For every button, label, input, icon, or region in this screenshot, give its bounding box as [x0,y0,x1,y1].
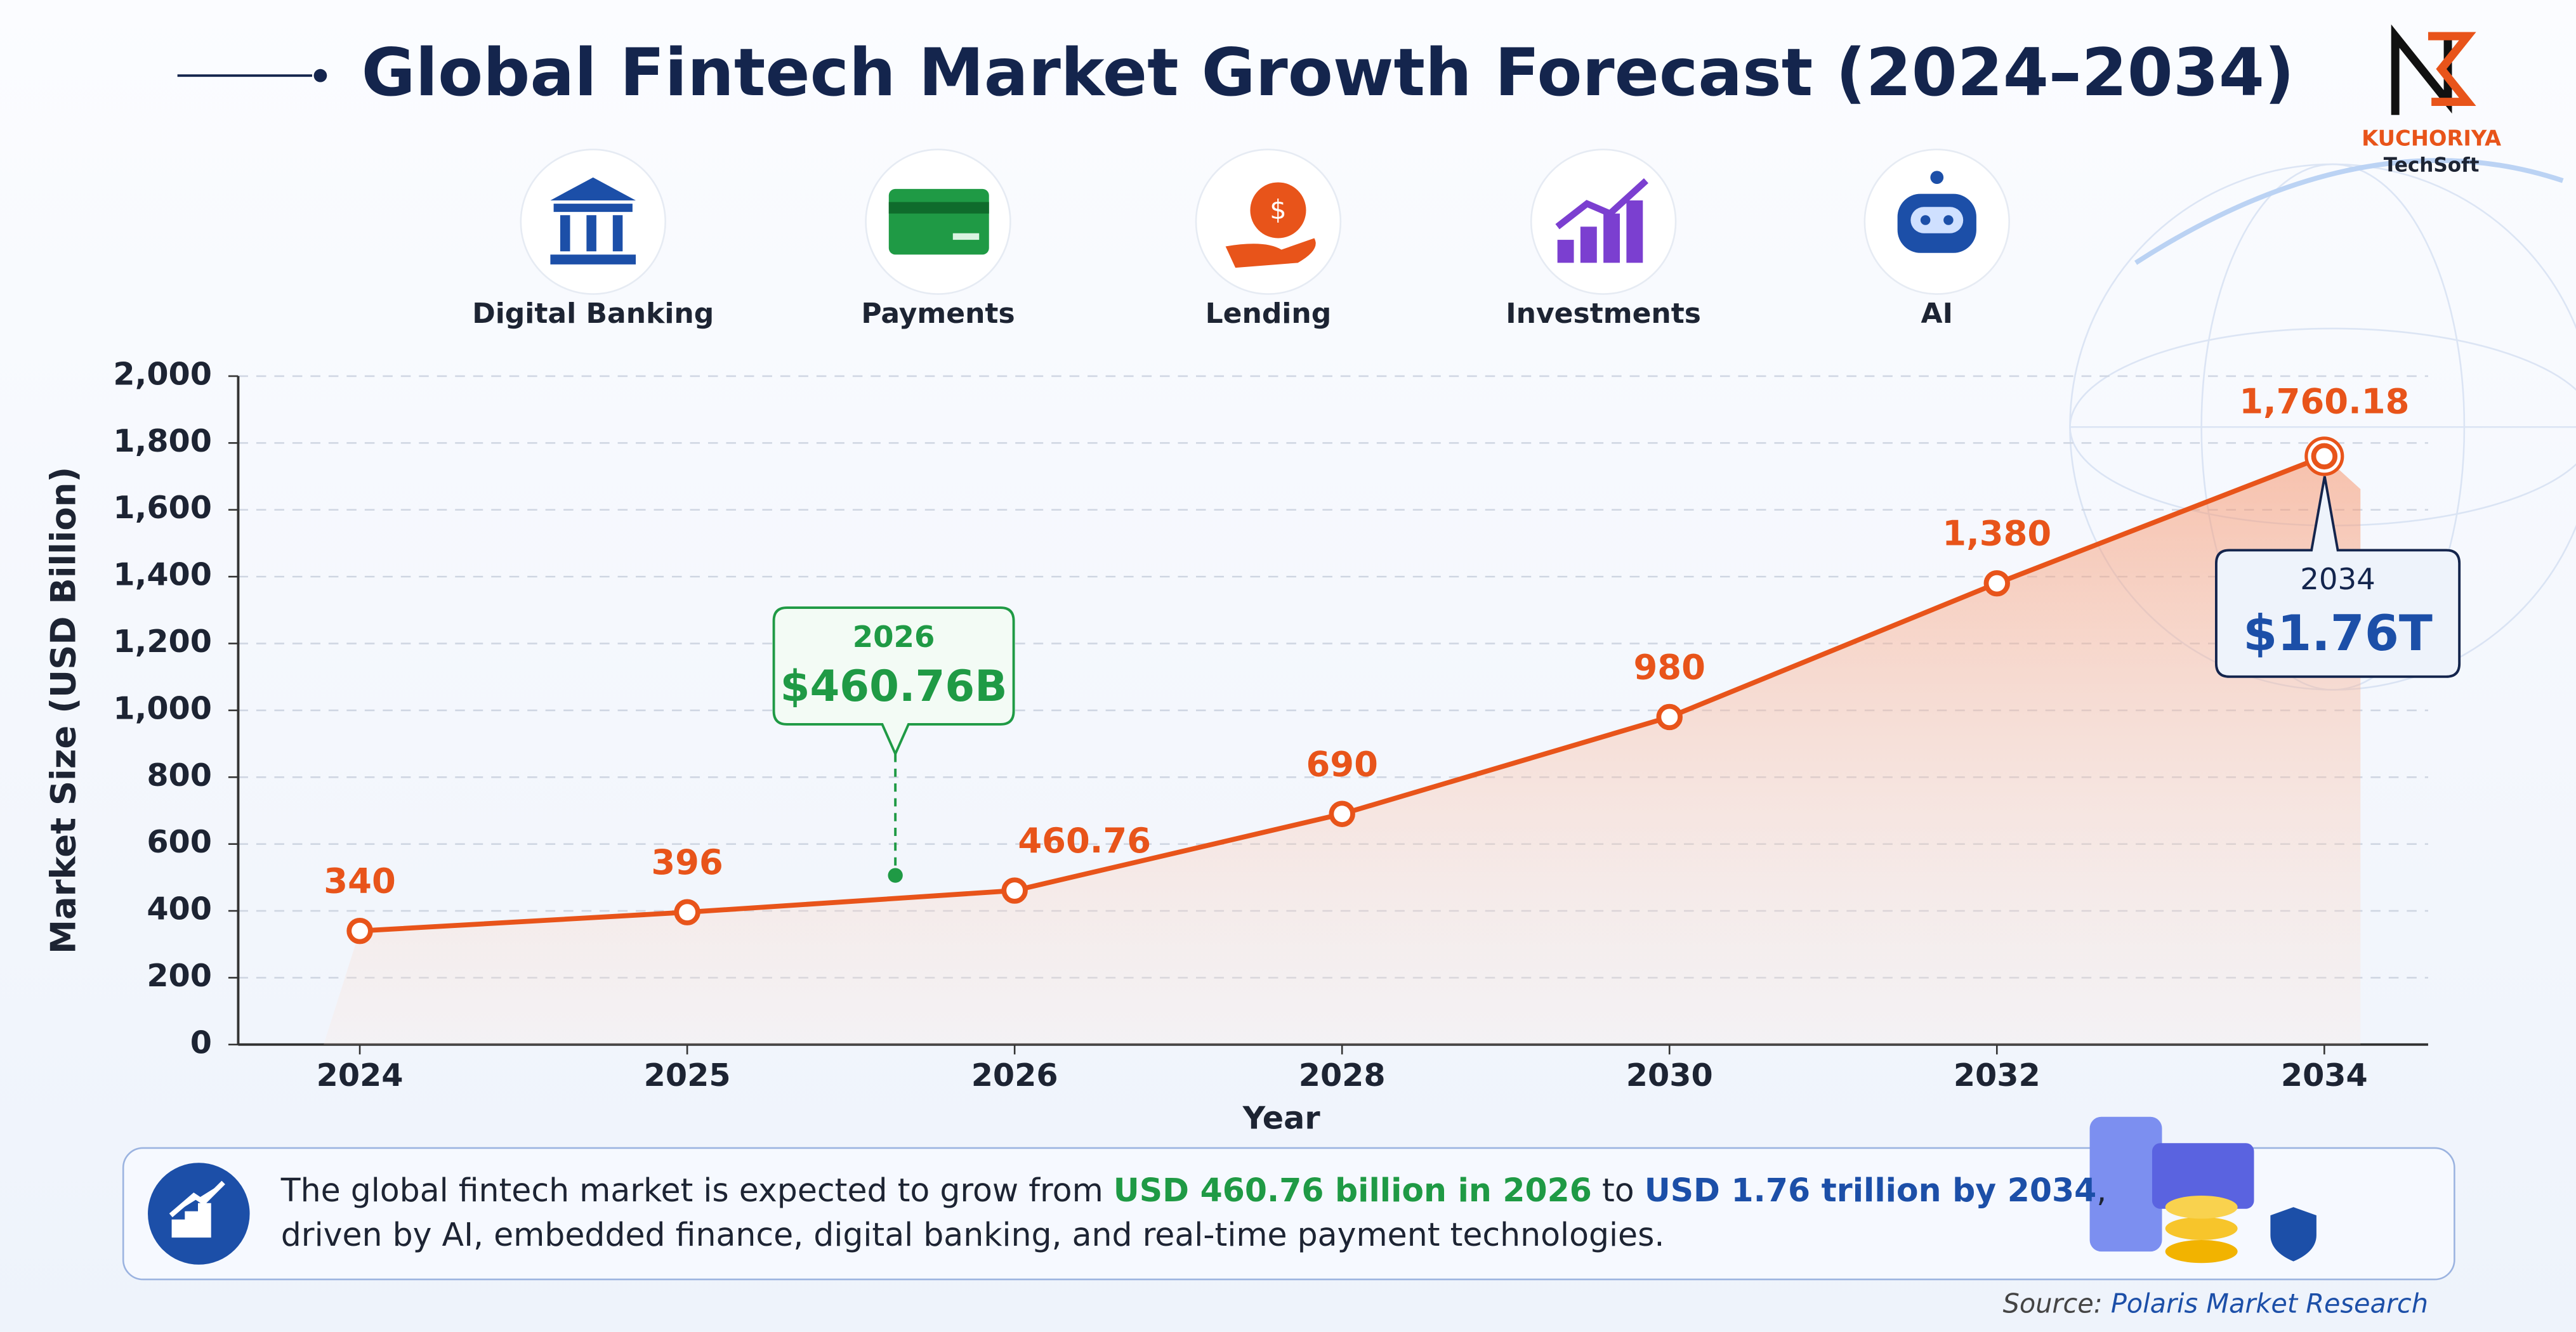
x-tick-label: 2032 [1954,1057,2040,1094]
summary-line: The global fintech market is expected to… [280,1171,2107,1208]
summary-segment: driven by AI, embedded finance, digital … [281,1215,1665,1253]
callout-title: 2026 [853,620,935,654]
callout-box [2215,476,2461,678]
segment-label: AI [1921,297,1953,330]
point [1656,703,1683,731]
data-label: 460.76 [1018,821,1151,861]
brand-tagline: TechSoft [2384,154,2480,177]
summary-illustration [2089,1116,2316,1263]
data-label: 980 [1633,648,1705,688]
y-tick-label: 1,800 [113,422,212,459]
x-axis-title: Year [1242,1099,1321,1136]
brand-name: KUCHORIYA [2362,126,2501,151]
y-tick-label: 600 [147,823,212,860]
source: Source: Polaris Market Research [2003,1289,2428,1319]
data-label: 396 [651,842,723,882]
summary-line: driven by AI, embedded finance, digital … [281,1215,1665,1253]
x-tick-label: 2026 [971,1057,1058,1094]
summary-segment: USD 1.76 trillion by 2034 [1645,1171,2097,1208]
data-label: 340 [324,861,395,901]
callout-title: 2034 [2300,562,2376,596]
callout-box [772,606,1015,757]
segment-label: Lending [1206,297,1332,330]
y-tick-label: 200 [147,957,212,994]
y-axis-title: Market Size (USD Billion) [44,467,84,954]
y-tick-label: 1,400 [113,556,212,593]
summary-segment: to [1592,1171,1645,1208]
segment-label: Digital Banking [472,297,714,330]
y-tick-label: 1,200 [113,623,212,660]
point [1329,800,1355,827]
x-tick-label: 2028 [1299,1057,1386,1094]
summary-segment: USD 460.76 billion in 2026 [1114,1171,1592,1208]
source-prefix: Source: [2003,1289,2111,1319]
callout-value: $1.76T [2243,605,2433,662]
x-tick-label: 2030 [1626,1057,1713,1094]
title-dot [313,69,327,82]
summary-segment: , [2096,1171,2106,1208]
segment-label: Payments [861,297,1015,330]
summary-segment: The global fintech market is expected to… [280,1171,1114,1208]
y-tick-label: 400 [147,891,212,927]
callout-value: $460.76B [780,662,1008,711]
summary-icon-glyph [169,1180,225,1238]
x-tick-label: 2024 [317,1057,404,1094]
x-tick-label: 2025 [644,1057,731,1094]
data-label: 690 [1306,744,1377,784]
data-label: 1,380 [1942,514,2051,554]
y-tick-label: 1,000 [113,689,212,726]
data-label: 1,760.18 [2239,382,2409,422]
segment-icons: $ [520,148,2010,295]
point [1001,877,1028,904]
y-tick-label: 1,600 [113,489,212,526]
point [674,899,700,925]
icon-glyph: $ [1270,195,1286,225]
summary-box [122,1147,2455,1281]
area [324,456,2361,1045]
point [346,917,373,944]
y-tick-label: 2,000 [113,355,212,392]
point [2311,443,2338,470]
logo [2391,24,2476,115]
y-tick-label: 800 [147,757,212,793]
point [1983,570,2010,597]
chart-title: Global Fintech Market Growth Forecast (2… [362,35,2295,111]
y-tick-label: 0 [190,1024,212,1061]
source-name: Polaris Market Research [2111,1289,2428,1319]
segment-label: Investments [1506,297,1701,330]
callout-dot [888,868,903,883]
x-tick-label: 2034 [2281,1057,2368,1094]
